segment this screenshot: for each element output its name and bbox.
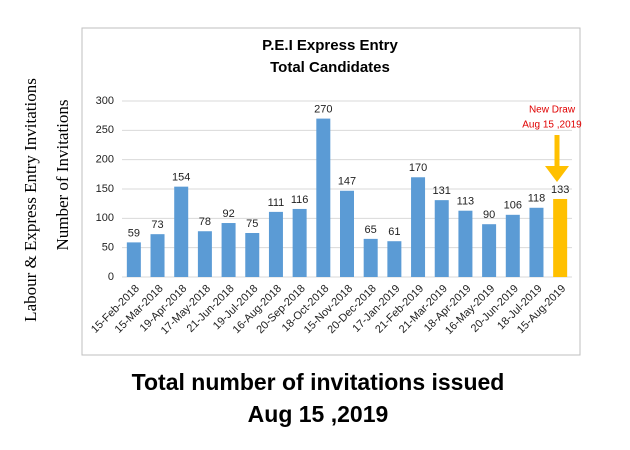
bar [505, 214, 520, 277]
annotation: Aug 15 ,2019 [522, 120, 582, 131]
bar [174, 186, 189, 277]
y-tick-label: 0 [108, 271, 114, 283]
bar [245, 233, 260, 277]
chart-subtitle: Total Candidates [270, 59, 390, 76]
data-label: 90 [483, 209, 495, 221]
data-label: 92 [222, 208, 234, 220]
bar [292, 208, 307, 277]
bar [434, 200, 449, 277]
data-label: 73 [151, 219, 163, 231]
data-label: 116 [291, 194, 309, 206]
data-label: 113 [457, 196, 475, 208]
data-label: 147 [338, 176, 356, 188]
data-label: 106 [504, 200, 522, 212]
footer-text: Aug 15 ,2019 [248, 401, 389, 427]
bar [316, 118, 331, 277]
y-tick-label: 300 [96, 95, 114, 107]
bar [387, 241, 402, 277]
bar [150, 234, 165, 277]
data-label: 111 [268, 197, 285, 209]
footer-text: Total number of invitations issued [132, 369, 505, 395]
bar [221, 223, 236, 277]
data-label: 170 [409, 162, 427, 174]
bar [482, 224, 497, 277]
side-label: Number of Invitations [53, 99, 72, 250]
bar [363, 238, 378, 277]
data-label: 131 [433, 185, 451, 197]
data-label: 133 [551, 184, 569, 196]
y-tick-label: 200 [96, 154, 114, 166]
bar [553, 198, 568, 277]
bar [529, 207, 544, 277]
bar [411, 177, 426, 277]
y-tick-label: 250 [96, 124, 114, 136]
annotation: New Draw [529, 105, 576, 116]
data-label: 65 [365, 224, 377, 236]
annotation-arrowhead [545, 166, 569, 182]
data-label: 270 [314, 104, 332, 116]
data-label: 118 [528, 193, 546, 205]
data-label: 75 [246, 218, 258, 230]
bar [268, 211, 283, 277]
y-tick-label: 50 [102, 242, 114, 254]
data-label: 78 [199, 216, 211, 228]
side-label: Labour & Express Entry Invitations [21, 78, 40, 322]
data-label: 61 [388, 226, 400, 238]
y-tick-label: 150 [96, 183, 114, 195]
data-label: 59 [128, 227, 140, 239]
bar [126, 242, 141, 277]
chart-frame [81, 27, 581, 356]
bar [340, 190, 354, 277]
bar [458, 210, 473, 277]
data-label: 154 [172, 172, 190, 184]
y-tick-label: 100 [96, 212, 114, 224]
bar [197, 231, 212, 277]
chart-title: P.E.I Express Entry [262, 37, 398, 54]
